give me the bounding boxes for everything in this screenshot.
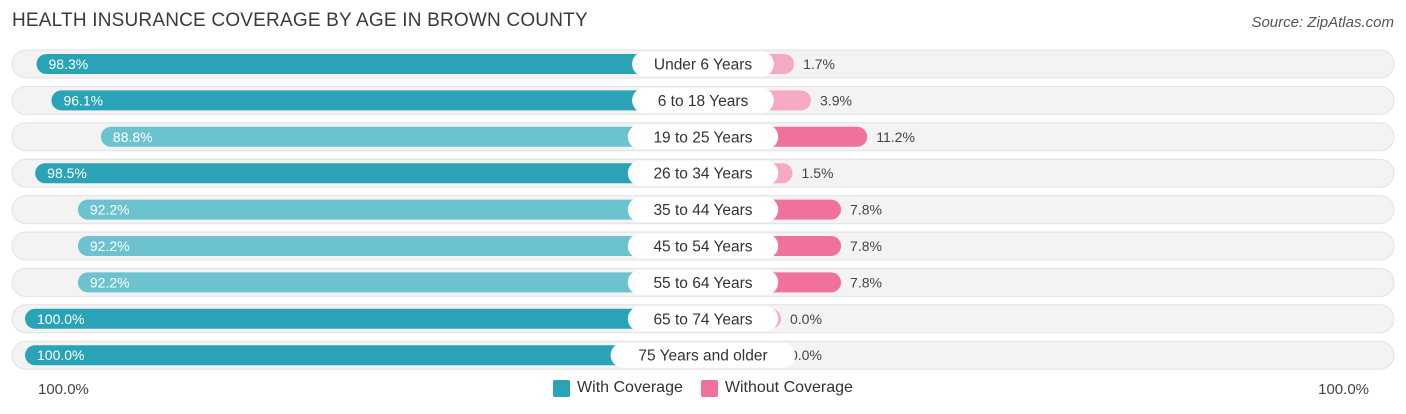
row-4-with-bar — [35, 163, 704, 184]
row-6-with-bar — [77, 236, 703, 256]
legend-label-with-coverage: With Coverage — [577, 379, 683, 396]
row-2-category-label: 6 to 18 Years — [658, 93, 749, 110]
legend-with-coverage: With Coverage — [553, 379, 683, 397]
row-8-category-label: 65 to 74 Years — [653, 311, 752, 328]
chart: 98.3% 1.7% Under 6 Years 96.1% 3.9% 6 to 18 Y… — [11, 49, 1395, 370]
row-5-category-label: 35 to 44 Years — [653, 202, 752, 219]
row-9-with-bar — [25, 345, 703, 366]
axis-right-label: 100.0% — [1318, 381, 1369, 398]
row-9-without-value: 0.0% — [790, 347, 822, 363]
legend-label-without-coverage: Without Coverage — [724, 379, 853, 396]
row-4-with-value: 98.5% — [47, 165, 87, 181]
row-7-category-pill — [627, 269, 779, 295]
chart-title: HEALTH INSURANCE COVERAGE BY AGE IN BROW… — [12, 10, 588, 31]
row-4-category-pill — [627, 160, 779, 186]
row-9-category-label: 75 Years and older — [638, 348, 767, 365]
row-2-category-pill — [632, 87, 774, 113]
row-7-category-label: 55 to 64 Years — [653, 275, 752, 292]
row-4-category-label: 26 to 34 Years — [653, 166, 752, 183]
row-1-category-pill — [632, 51, 774, 77]
row-2-with-value: 96.1% — [63, 92, 103, 108]
row-7-without-value: 7.8% — [850, 274, 882, 290]
row-3-category-label: 19 to 25 Years — [653, 129, 752, 146]
row-7-with-bar — [77, 272, 703, 293]
source-note: Source: ZipAtlas.com — [1251, 14, 1394, 31]
legend: With Coverage Without Coverage — [0, 379, 1406, 397]
row-3-category-pill — [627, 124, 779, 150]
axis-left-label: 100.0% — [38, 381, 89, 398]
row-6-category-label: 45 to 54 Years — [653, 239, 752, 256]
row-2-without-value: 3.9% — [820, 92, 852, 108]
row-8-category-pill — [627, 306, 779, 332]
row-3-without-value: 11.2% — [876, 129, 915, 145]
legend-without-coverage: Without Coverage — [700, 379, 853, 397]
row-1-category-label: Under 6 Years — [654, 57, 752, 74]
row-6-without-value: 7.8% — [850, 238, 882, 254]
row-6-category-pill — [627, 233, 779, 259]
row-1-with-value: 98.3% — [49, 56, 89, 72]
row-5-category-pill — [627, 197, 779, 223]
row-6-with-value: 92.2% — [90, 238, 130, 254]
row-8-without-value: 0.0% — [790, 311, 822, 327]
legend-swatch-with-coverage — [553, 379, 571, 397]
row-7-with-value: 92.2% — [90, 274, 130, 290]
row-1-with-bar — [36, 54, 703, 74]
row-2-with-bar — [51, 90, 703, 111]
row-5-with-bar — [77, 199, 703, 220]
row-8-with-bar — [25, 308, 703, 329]
row-4-without-value: 1.5% — [802, 165, 834, 181]
row-3-with-value: 88.8% — [113, 129, 153, 145]
row-1-without-value: 1.7% — [803, 56, 835, 72]
row-5-without-value: 7.8% — [850, 202, 882, 218]
row-3-with-bar — [100, 126, 704, 147]
row-5-with-value: 92.2% — [90, 202, 130, 218]
row-9-with-value: 100.0% — [37, 347, 84, 363]
row-8-with-value: 100.0% — [37, 311, 84, 327]
legend-swatch-without-coverage — [700, 379, 718, 397]
row-9-category-pill — [610, 342, 796, 368]
